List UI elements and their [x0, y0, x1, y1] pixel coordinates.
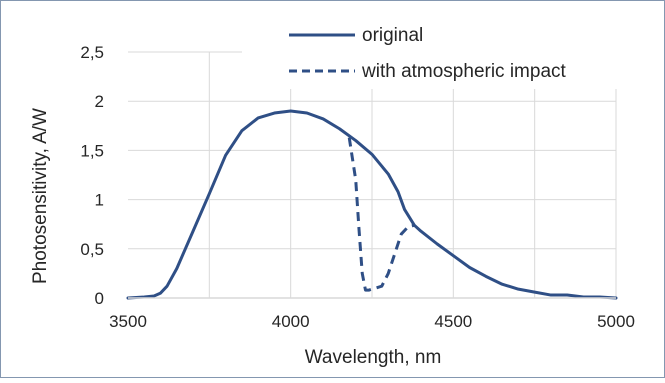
gridlines [128, 51, 617, 298]
x-tick-label: 5000 [597, 312, 635, 331]
axes: 0 0,5 1 1,5 2 2,5 3500 4000 4500 5000 [80, 43, 635, 331]
series-line-original [126, 109, 618, 300]
y-axis-title: Photosensitivity, A/W [30, 108, 51, 284]
series-line-atmospheric [347, 137, 415, 292]
x-tick-label: 3500 [109, 312, 147, 331]
y-tick-label: 2,5 [80, 43, 104, 62]
y-tick-label: 1 [95, 191, 104, 210]
legend-label-original: original [362, 25, 423, 46]
legend-label-atmospheric: with atmospheric impact [361, 61, 567, 82]
y-tick-label: 2 [95, 92, 104, 111]
x-tick-label: 4000 [272, 312, 310, 331]
x-tick-label: 4500 [434, 312, 472, 331]
y-tick-label: 1,5 [80, 141, 104, 160]
y-tick-label: 0,5 [80, 240, 104, 259]
series-group [126, 109, 618, 300]
y-tick-label: 0 [95, 289, 104, 308]
legend: original with atmospheric impact [242, 1, 664, 89]
x-axis-title: Wavelength, nm [305, 347, 442, 368]
legend-box [242, 1, 664, 89]
